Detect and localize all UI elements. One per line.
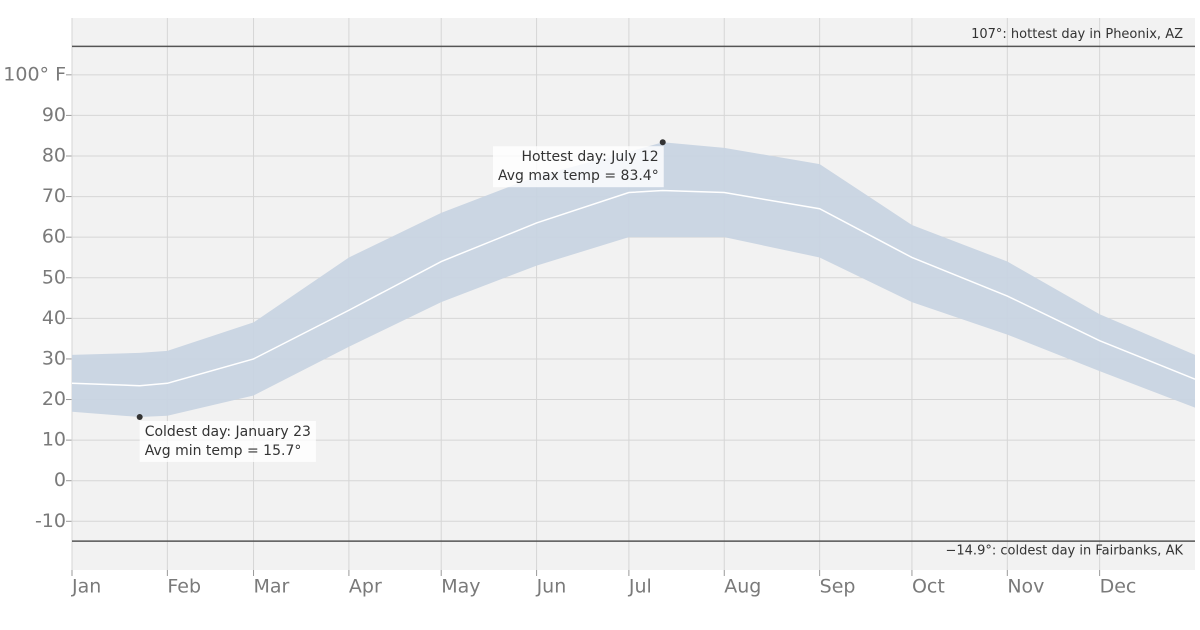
x-tick-label: May (441, 576, 480, 598)
annotation-box (139, 420, 316, 462)
annotation-text: Avg min temp = 15.7° (145, 443, 302, 459)
annotation-text: Coldest day: January 23 (145, 424, 311, 440)
y-tick-label: 30 (42, 347, 66, 369)
reference-label: −14.9°: coldest day in Fairbanks, AK (946, 544, 1184, 559)
annotation-text: Avg max temp = 83.4° (498, 168, 659, 184)
y-tick-label: 90 (42, 104, 66, 126)
x-tick-label: Mar (254, 576, 290, 598)
y-tick-label: 60 (42, 226, 66, 248)
x-tick-label: Sep (820, 576, 856, 598)
x-tick-label: Dec (1100, 576, 1137, 598)
annotation-point (136, 413, 143, 420)
y-tick-label: 50 (42, 266, 66, 288)
annotation-text: Hottest day: July 12 (521, 149, 658, 165)
reference-label: 107°: hottest day in Pheonix, AZ (971, 27, 1183, 42)
y-tick-label: 0 (54, 469, 66, 491)
x-tick-label: Aug (724, 576, 761, 598)
x-tick-label: Jun (536, 576, 567, 598)
x-tick-label: Oct (912, 576, 945, 598)
y-tick-label: -10 (35, 510, 66, 532)
y-tick-label: 10 (42, 429, 66, 451)
x-tick-label: Jul (628, 576, 652, 598)
y-tick-label: 20 (42, 388, 66, 410)
y-tick-label: 80 (42, 145, 66, 167)
avg-line (71, 189, 1196, 387)
y-tick-label: 70 (42, 185, 66, 207)
x-tick-label: Nov (1007, 576, 1044, 598)
annotation: Coldest day: January 23 Avg min temp = 15… (139, 420, 316, 462)
x-tick-label: Feb (167, 576, 201, 598)
annotation-box (492, 146, 664, 188)
y-tick-label: 100° F (3, 63, 66, 85)
range-band (72, 142, 1195, 417)
y-tick-label: 40 (42, 307, 66, 329)
x-tick-label: Jan (71, 576, 101, 598)
annotation-point (659, 139, 666, 146)
x-tick-label: Apr (349, 576, 382, 598)
annotation: Hottest day: July 12 Avg max temp = 83.4° (492, 146, 664, 188)
